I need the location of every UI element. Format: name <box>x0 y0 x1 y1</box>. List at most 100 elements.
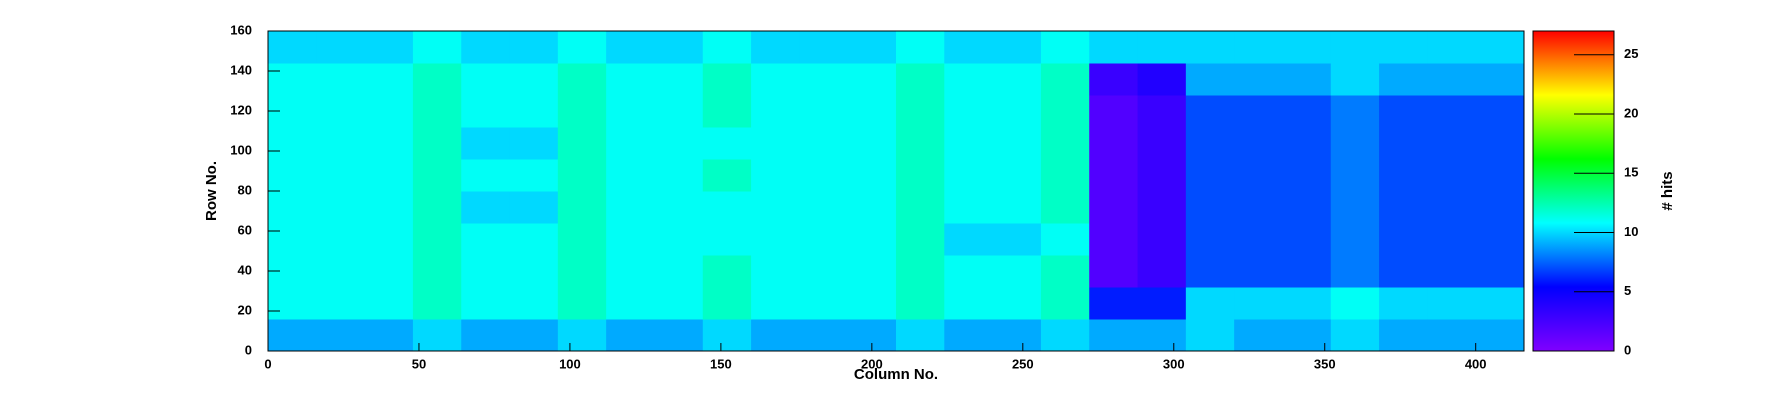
heatmap-cell <box>461 223 511 256</box>
heatmap-cell <box>1089 191 1139 224</box>
heatmap-cell <box>364 95 414 128</box>
heatmap-cell <box>1379 127 1428 160</box>
x-tick-label: 300 <box>1163 356 1185 371</box>
heatmap-cell <box>461 63 511 96</box>
heatmap-cell <box>1427 31 1477 64</box>
heatmap-cell <box>1379 191 1428 224</box>
heatmap-cell <box>944 255 994 288</box>
colorbar <box>1532 30 1615 352</box>
heatmap-cell <box>944 287 994 320</box>
heatmap-cell <box>1234 319 1283 352</box>
y-tick-label: 140 <box>230 62 252 77</box>
heatmap-cell <box>654 255 704 288</box>
heatmap-cell <box>1089 319 1139 352</box>
heatmap-cell <box>1040 127 1090 160</box>
heatmap-cell <box>1040 63 1090 96</box>
x-axis-label: Column No. <box>854 366 938 383</box>
heatmap-cell <box>1427 159 1477 192</box>
heatmap-cell <box>412 287 462 320</box>
heatmap-cell <box>992 127 1042 160</box>
heatmap-cell <box>702 255 752 288</box>
heatmap-cell <box>1427 63 1477 96</box>
heatmap-cell <box>1330 255 1380 288</box>
heatmap-cell <box>1137 287 1187 320</box>
heatmap-cell <box>316 127 366 160</box>
heatmap-cell <box>606 287 655 320</box>
heatmap-cell <box>896 31 945 64</box>
heatmap-cell <box>944 223 994 256</box>
heatmap-cell <box>1234 63 1283 96</box>
heatmap-cell <box>1475 255 1525 288</box>
heatmap-cell <box>992 223 1042 256</box>
heatmap-cell <box>654 31 704 64</box>
heatmap-cell <box>944 127 994 160</box>
heatmap-cell <box>316 191 366 224</box>
heatmap-cell <box>1427 191 1477 224</box>
heatmap-cell <box>364 191 414 224</box>
heatmap-cell <box>1040 223 1090 256</box>
heatmap-cell <box>461 31 511 64</box>
heatmap-cell <box>1234 31 1283 64</box>
heatmap-cell <box>1185 95 1235 128</box>
heatmap-cell <box>751 287 800 320</box>
heatmap-cell <box>799 95 849 128</box>
heatmap-cell <box>606 127 655 160</box>
heatmap-cell <box>1379 31 1428 64</box>
heatmap-cell <box>1040 31 1090 64</box>
heatmap-cell <box>1234 191 1283 224</box>
heatmap-cell <box>606 63 655 96</box>
heatmap-cell <box>992 31 1042 64</box>
x-tick-label: 0 <box>264 356 271 371</box>
heatmap-cell <box>1282 319 1332 352</box>
y-axis-label: Row No. <box>203 161 220 221</box>
heatmap-cell <box>461 191 511 224</box>
heatmap-cell <box>461 287 511 320</box>
heatmap-cell <box>1282 127 1332 160</box>
heatmap-cell <box>1089 287 1139 320</box>
colorbar-tick-label: 15 <box>1624 165 1638 180</box>
heatmap-cell <box>992 255 1042 288</box>
heatmap-cell <box>654 63 704 96</box>
heatmap-cell <box>702 191 752 224</box>
y-tick-label: 0 <box>245 342 252 357</box>
heatmap-cell <box>412 63 462 96</box>
heatmap-cell <box>557 31 607 64</box>
heatmap-cell <box>268 191 317 224</box>
heatmap-cell <box>847 255 897 288</box>
heatmap-cell <box>557 63 607 96</box>
heatmap-cell <box>702 95 752 128</box>
heatmap-cell <box>606 223 655 256</box>
heatmap-cell <box>1137 159 1187 192</box>
heatmap-cell <box>1475 191 1525 224</box>
x-tick-label: 100 <box>559 356 581 371</box>
heatmap-cell <box>1330 31 1380 64</box>
heatmap-cell <box>1427 127 1477 160</box>
heatmap-cell <box>896 287 945 320</box>
heatmap-cell <box>509 127 559 160</box>
heatmap-cell <box>364 223 414 256</box>
heatmap-cell <box>461 95 511 128</box>
y-tick-label: 20 <box>238 302 252 317</box>
heatmap-cell <box>316 159 366 192</box>
heatmap-cell <box>654 191 704 224</box>
heatmap-cell <box>702 31 752 64</box>
heatmap-cell <box>412 319 462 352</box>
colorbar-tick-label: 5 <box>1624 283 1631 298</box>
heatmap-cell <box>1137 191 1187 224</box>
heatmap-cell <box>557 223 607 256</box>
heatmap-cell <box>509 95 559 128</box>
heatmap-cell <box>702 223 752 256</box>
x-tick-label: 350 <box>1314 356 1336 371</box>
heatmap-cell <box>1379 319 1428 352</box>
heatmap-cell <box>751 95 800 128</box>
heatmap-cell <box>606 31 655 64</box>
y-tick-label: 80 <box>238 182 252 197</box>
heatmap-cell <box>412 95 462 128</box>
heatmap-cell <box>751 223 800 256</box>
heatmap-cell <box>654 319 704 352</box>
heatmap-cell <box>1089 255 1139 288</box>
heatmap-cell <box>1379 287 1428 320</box>
heatmap-cell <box>944 63 994 96</box>
heatmap-cell <box>509 319 559 352</box>
heatmap-cell <box>509 287 559 320</box>
